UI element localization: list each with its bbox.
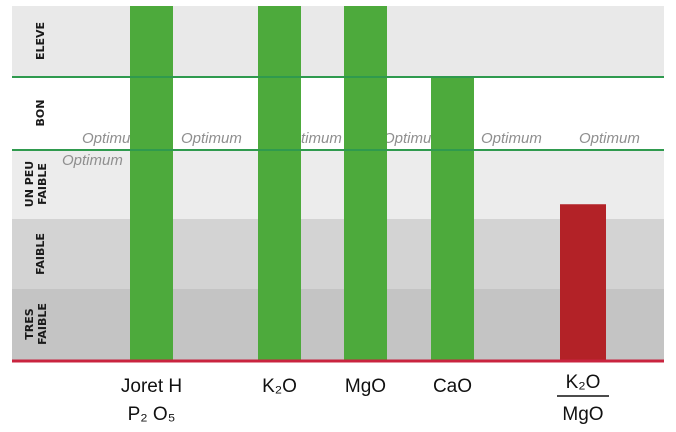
level-label-1: BON	[34, 100, 47, 127]
level-labels: ELEVE BON UN PEUFAIBLE FAIBLE TRESFAIBLE	[23, 22, 49, 345]
category-label-3: CaO	[433, 376, 472, 397]
category-label-2: MgO	[345, 376, 386, 397]
category-label-4: K₂O	[566, 372, 601, 393]
optimum-label: Optimum	[82, 130, 143, 147]
optimum-label: Optimum	[181, 130, 242, 147]
level-band-1	[12, 77, 664, 150]
bar-4	[560, 204, 606, 360]
level-bands	[12, 6, 664, 360]
bar-2	[344, 6, 387, 360]
category-sublabel-0: P₂ O₅	[128, 404, 176, 425]
level-band-3	[12, 219, 664, 289]
optimum-label: Optimum	[383, 130, 444, 147]
level-label-0: ELEVE	[34, 22, 47, 60]
bars	[130, 6, 606, 361]
optimum-labels: Optimum Optimum Optimum Optimum Optimum Optim…	[62, 130, 640, 169]
category-label-0: Joret H	[121, 376, 182, 397]
category-sublabel-4: MgO	[562, 404, 603, 425]
level-band-2	[12, 150, 664, 219]
level-label-3: FAIBLE	[34, 233, 47, 275]
level-band-4	[12, 289, 664, 360]
bar-3	[431, 76, 474, 361]
level-label-4: TRESFAIBLE	[23, 303, 49, 345]
category-label-1: K₂O	[262, 376, 297, 397]
bar-0	[130, 6, 173, 360]
optimum-label: Optimum	[62, 152, 123, 169]
level-band-0	[12, 6, 664, 77]
optimum-label: Optimum	[579, 130, 640, 147]
level-label-2: UN PEUFAIBLE	[23, 161, 49, 207]
optimum-label: Optimum	[481, 130, 542, 147]
bar-1	[258, 6, 301, 360]
level-lines	[12, 76, 664, 363]
category-labels: Joret H P₂ O₅ K₂O MgO CaO K₂O MgO	[121, 372, 609, 425]
